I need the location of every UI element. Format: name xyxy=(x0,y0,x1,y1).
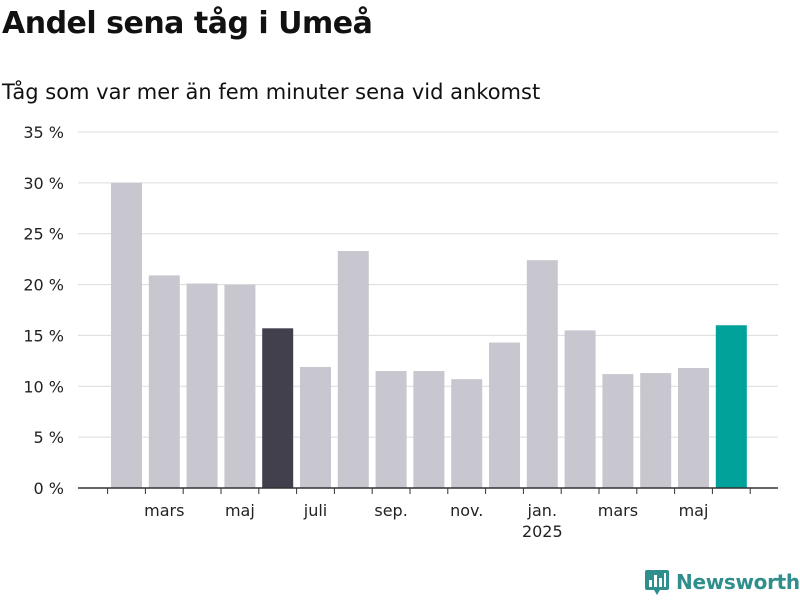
bar xyxy=(111,182,142,488)
bar xyxy=(602,374,634,488)
bar xyxy=(262,328,294,488)
chart-subtitle: Tåg som var mer än fem minuter sena vid … xyxy=(2,80,541,104)
y-tick-label: 15 % xyxy=(23,326,64,345)
x-tick-label: nov. xyxy=(450,501,483,520)
newsworthy-logo-icon xyxy=(645,570,669,595)
bar xyxy=(640,373,672,488)
bar xyxy=(337,251,369,488)
bar xyxy=(375,371,407,488)
x-tick-label: sep. xyxy=(374,501,407,520)
bar xyxy=(489,342,520,488)
chart-title: Andel sena tåg i Umeå xyxy=(2,6,373,41)
y-tick-label: 20 % xyxy=(23,276,64,295)
bar xyxy=(564,330,596,488)
bar xyxy=(148,275,180,488)
bar xyxy=(715,325,747,488)
brand-logo: Newsworthy xyxy=(644,568,800,596)
bar xyxy=(451,379,483,488)
y-tick-label: 0 % xyxy=(34,479,64,498)
y-tick-label: 5 % xyxy=(34,428,64,447)
bar xyxy=(224,284,256,488)
x-tick-label: juli xyxy=(303,501,327,520)
bar xyxy=(186,283,218,488)
bar xyxy=(678,367,709,488)
y-tick-label: 25 % xyxy=(23,225,64,244)
y-tick-label: 10 % xyxy=(23,377,64,396)
bar xyxy=(300,366,331,488)
bar xyxy=(413,371,445,488)
y-tick-label: 35 % xyxy=(23,123,64,142)
x-tick-label: maj xyxy=(679,501,709,520)
bar xyxy=(526,260,558,488)
x-tick-year-label: 2025 xyxy=(522,522,563,541)
x-tick-label: mars xyxy=(144,501,184,520)
x-tick-label: jan. xyxy=(527,501,557,520)
x-tick-label: mars xyxy=(598,501,638,520)
brand-name: Newsworthy xyxy=(676,570,800,594)
x-tick-label: maj xyxy=(225,501,255,520)
y-tick-label: 30 % xyxy=(23,174,64,193)
